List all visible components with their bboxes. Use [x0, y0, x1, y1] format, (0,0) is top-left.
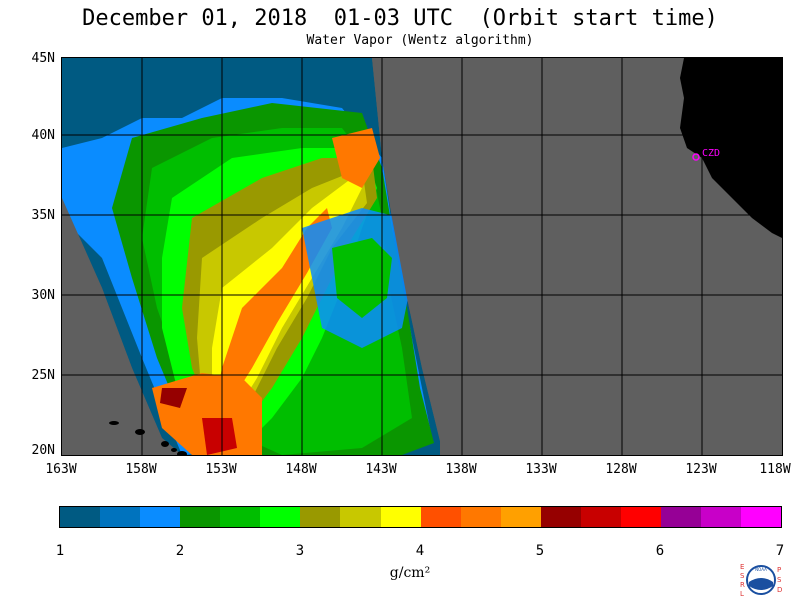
- lon-label-138w: 138W: [445, 462, 477, 477]
- lon-label-128w: 128W: [605, 462, 637, 477]
- map-subtitle: Water Vapor (Wentz algorithm): [306, 33, 534, 48]
- lon-label-153w: 153W: [205, 462, 237, 477]
- colorbar-tick-1: 1: [55, 543, 65, 559]
- lat-label-40n: 40N: [31, 128, 55, 143]
- lon-label-133w: 133W: [525, 462, 557, 477]
- svg-text:NOAA: NOAA: [755, 567, 767, 572]
- colorbar-swatch: [580, 507, 621, 527]
- map-grid: [62, 58, 782, 455]
- colorbar-swatch: [380, 507, 421, 527]
- colorbar-tick-3: 3: [295, 543, 305, 559]
- lon-label-158w: 158W: [125, 462, 157, 477]
- satellite-swath: [62, 58, 440, 455]
- colorbar-swatch: [540, 507, 581, 527]
- lat-label-30n: 30N: [31, 288, 55, 303]
- colorbar-swatch: [300, 507, 341, 527]
- svg-text:R: R: [740, 581, 745, 589]
- colorbar-swatch: [100, 507, 141, 527]
- colorbar-tick-6: 6: [655, 543, 665, 559]
- lat-label-20n: 20N: [31, 443, 55, 458]
- lon-label-118w: 118W: [759, 462, 791, 477]
- svg-text:L: L: [740, 590, 744, 598]
- lat-label-25n: 25N: [31, 368, 55, 383]
- colorbar-swatch: [340, 507, 381, 527]
- svg-text:S: S: [740, 572, 745, 580]
- colorbar-swatch: [701, 507, 742, 527]
- lat-label-35n: 35N: [31, 208, 55, 223]
- svg-text:D: D: [777, 586, 782, 594]
- map-title: December 01, 2018 01-03 UTC (Orbit start…: [82, 6, 718, 31]
- colorbar-swatch: [741, 507, 782, 527]
- colorbar-tick-4: 4: [415, 543, 425, 559]
- svg-text:P: P: [777, 566, 781, 574]
- colorbar-swatch: [420, 507, 461, 527]
- lon-label-163w: 163W: [45, 462, 77, 477]
- map-canvas: CZD: [62, 58, 782, 455]
- colorbar-tick-7: 7: [775, 543, 785, 559]
- station-marker-icon: [692, 153, 700, 161]
- lat-label-45n: 45N: [31, 51, 55, 66]
- colorbar-swatch: [460, 507, 501, 527]
- svg-text:E: E: [740, 563, 744, 571]
- lon-label-123w: 123W: [685, 462, 717, 477]
- colorbar-swatch: [260, 507, 301, 527]
- colorbar-tick-5: 5: [535, 543, 545, 559]
- lon-label-143w: 143W: [365, 462, 397, 477]
- colorbar-unit: g/cm²: [389, 565, 431, 581]
- land-california: [680, 58, 782, 238]
- colorbar-swatch: [180, 507, 221, 527]
- colorbar-swatch: [500, 507, 541, 527]
- colorbar-tick-2: 2: [175, 543, 185, 559]
- colorbar-swatch: [140, 507, 181, 527]
- colorbar-swatch: [60, 507, 101, 527]
- water-vapor-map: CZD: [61, 57, 783, 456]
- lon-label-148w: 148W: [285, 462, 317, 477]
- colorbar-swatch: [620, 507, 661, 527]
- no-data-region-east: [372, 58, 782, 455]
- colorbar-swatch: [660, 507, 701, 527]
- colorbar: [59, 506, 782, 528]
- no-data-region-southwest: [62, 198, 182, 455]
- svg-text:S: S: [777, 576, 782, 584]
- noaa-logo-icon: E S R L NOAA P S D: [740, 563, 782, 598]
- station-label: CZD: [702, 148, 720, 159]
- colorbar-swatch: [220, 507, 261, 527]
